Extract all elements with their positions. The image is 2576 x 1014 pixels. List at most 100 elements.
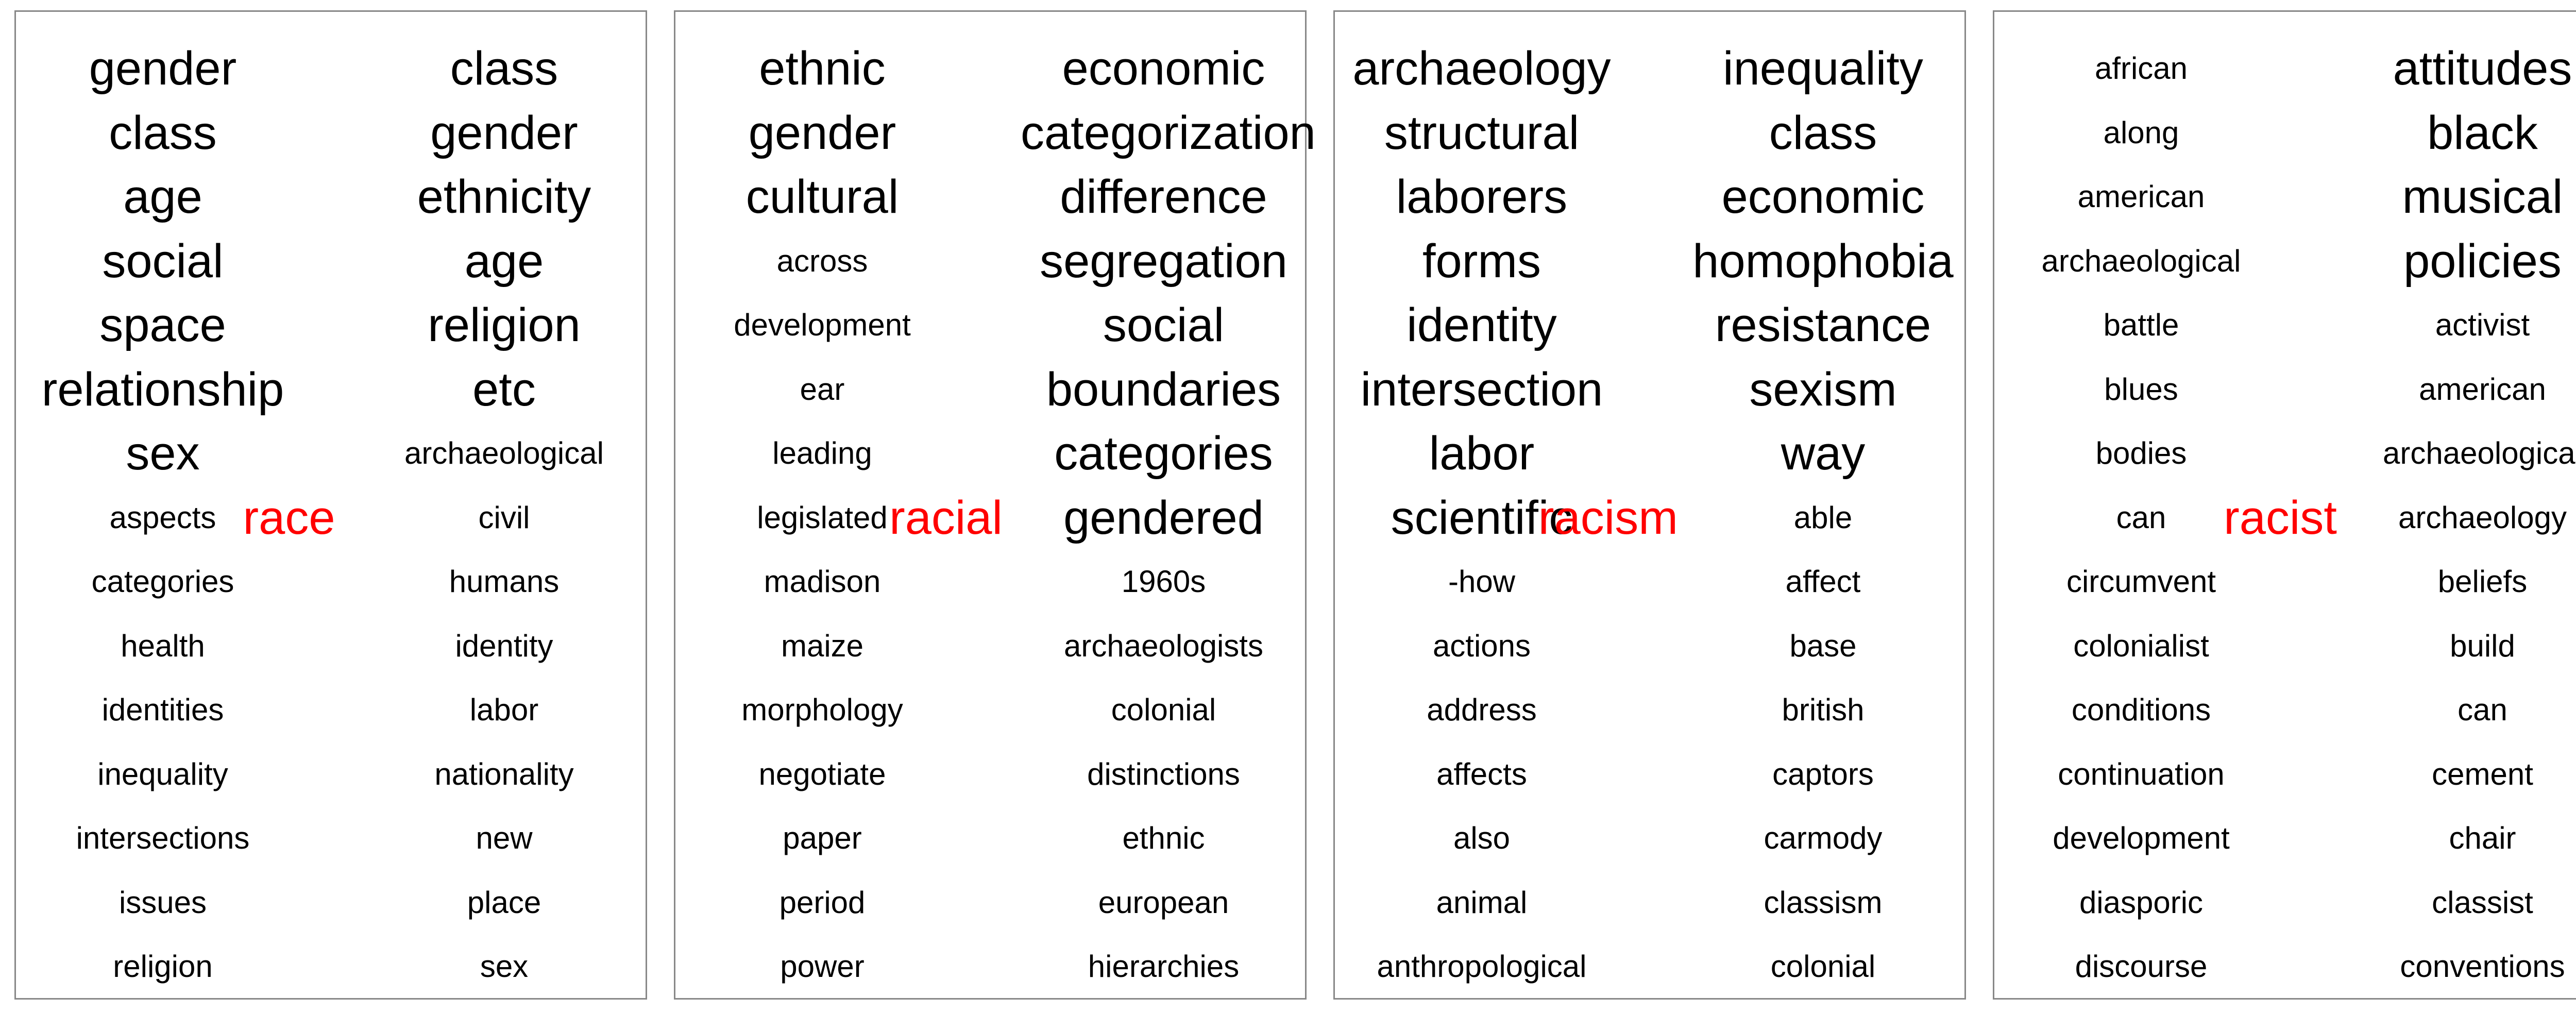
context-word: chair	[2449, 821, 2516, 855]
context-word: attitudes	[2393, 42, 2572, 95]
context-word: place	[467, 885, 541, 920]
context-word: gender	[430, 106, 578, 159]
context-word: structural	[1384, 106, 1580, 159]
context-word: address	[1427, 692, 1537, 727]
context-word: identity	[455, 628, 553, 663]
context-word: conventions	[2400, 949, 2565, 984]
context-word: colonial	[1770, 949, 1876, 984]
context-word: classism	[1764, 885, 1883, 920]
context-word: american	[2419, 371, 2546, 407]
context-word: space	[99, 299, 226, 351]
context-word: categorization	[1021, 106, 1316, 159]
context-word: african	[2094, 51, 2188, 86]
left-word-column: african along american archaeological battle…	[1994, 12, 2288, 998]
context-word: forms	[1422, 234, 1541, 288]
context-word: intersection	[1360, 363, 1603, 416]
context-word: can	[2458, 692, 2507, 727]
context-word: legislated	[757, 500, 888, 535]
context-word: musical	[2402, 171, 2563, 223]
context-word: new	[476, 821, 533, 855]
context-word: can	[2116, 500, 2166, 535]
context-word: economic	[1721, 171, 1925, 223]
context-word: civil	[478, 500, 530, 535]
context-word: social	[102, 234, 224, 288]
right-word-column: attitudes black musical policies activist ame…	[2340, 12, 2576, 998]
context-word: archaeology	[1352, 42, 1611, 95]
context-word: health	[121, 628, 205, 663]
context-word: categories	[91, 564, 234, 599]
left-word-column: gender class age social space relationship sex…	[16, 12, 310, 998]
word-panel: gender class age social space relationship sex…	[14, 10, 647, 1000]
context-word: british	[1782, 692, 1865, 727]
context-word: etc	[472, 363, 536, 416]
context-word: relationship	[41, 363, 284, 416]
context-word: gender	[748, 106, 896, 159]
context-word: nationality	[434, 756, 574, 791]
context-word: morphology	[741, 692, 903, 727]
context-word: european	[1098, 885, 1229, 920]
context-word: sexism	[1749, 363, 1897, 416]
context-word: economic	[1062, 42, 1265, 95]
context-word: intersections	[76, 821, 250, 855]
left-word-column: ethnic gender cultural across development ear…	[675, 12, 969, 998]
context-word: identity	[1406, 299, 1557, 351]
word-panel: archaeology structural laborers forms identi…	[1333, 10, 1966, 1000]
context-word: labor	[469, 692, 539, 727]
context-word: ethnic	[1122, 821, 1205, 855]
context-word: archaeological	[2383, 436, 2576, 470]
context-word: cultural	[745, 171, 899, 223]
context-word: paper	[783, 821, 862, 855]
context-word: leading	[772, 436, 872, 470]
context-word: madison	[764, 564, 881, 599]
left-word-column: archaeology structural laborers forms identi…	[1335, 12, 1629, 998]
context-word: archaeologists	[1064, 628, 1263, 663]
context-word: across	[776, 243, 868, 278]
context-word: blues	[2104, 371, 2178, 407]
context-word: beliefs	[2437, 564, 2528, 599]
context-word: religion	[428, 299, 581, 351]
context-word: conditions	[2071, 692, 2211, 727]
center-term: racist	[2224, 491, 2337, 544]
context-word: archaeology	[2398, 500, 2567, 535]
context-word: maize	[781, 628, 864, 663]
context-word: scientific	[1391, 491, 1573, 544]
context-word: animal	[1436, 885, 1528, 920]
context-word: difference	[1060, 171, 1267, 223]
word-panel: ethnic gender cultural across development ear…	[674, 10, 1316, 1000]
context-word: activist	[2435, 308, 2530, 342]
word-panel: african along american archaeological battle…	[1993, 10, 2576, 1000]
context-word: discourse	[2075, 949, 2208, 984]
context-word: carmody	[1764, 821, 1883, 855]
context-word: age	[123, 171, 202, 223]
context-word: segregation	[1040, 234, 1287, 288]
context-word: distinctions	[1087, 756, 1240, 791]
context-word: classist	[2432, 885, 2533, 920]
context-word: colonialist	[2073, 628, 2209, 663]
center-term: racial	[889, 491, 1003, 544]
context-word: colonial	[1111, 692, 1216, 727]
context-word: archaeological	[404, 436, 604, 470]
context-word: inequality	[97, 756, 228, 791]
context-word: boundaries	[1046, 363, 1281, 416]
context-word: black	[2427, 106, 2538, 159]
context-word: sex	[126, 427, 200, 480]
right-word-column: class gender ethnicity age religion etc archae…	[361, 12, 647, 998]
right-word-column: inequality class economic homophobia resista…	[1680, 12, 1966, 998]
context-word: cement	[2432, 756, 2533, 791]
context-word: affects	[1436, 756, 1527, 791]
center-term: racism	[1538, 491, 1678, 544]
center-term: race	[243, 491, 335, 544]
context-word: bodies	[2095, 436, 2187, 470]
context-word: battle	[2103, 308, 2179, 342]
context-word: way	[1781, 427, 1866, 480]
context-word: build	[2450, 628, 2515, 663]
context-word: base	[1789, 628, 1857, 663]
context-word: class	[450, 42, 558, 95]
context-word: american	[2077, 179, 2205, 214]
context-word: ethnic	[759, 42, 886, 95]
context-word: class	[1769, 106, 1877, 159]
context-word: humans	[449, 564, 560, 599]
context-word: laborers	[1396, 171, 1568, 223]
context-word: religion	[113, 949, 213, 984]
context-word: actions	[1432, 628, 1531, 663]
